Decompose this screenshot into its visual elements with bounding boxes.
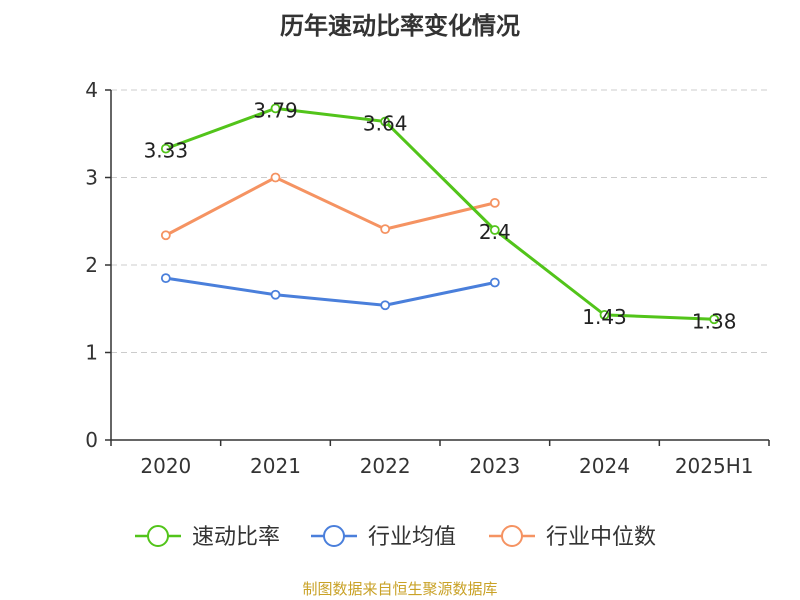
data-point [489, 277, 500, 288]
y-tick-label: 4 [85, 78, 98, 102]
data-point [160, 143, 171, 154]
data-point [270, 172, 281, 183]
data-point [160, 273, 171, 284]
x-tick-label: 2025H1 [675, 454, 754, 478]
data-label: 3.33 [144, 139, 189, 163]
legend-label: 行业均值 [368, 525, 456, 550]
legend-marker [501, 525, 523, 547]
y-tick-label: 1 [85, 341, 98, 365]
legend-marker [147, 525, 169, 547]
y-tick-label: 0 [85, 428, 98, 452]
data-point [380, 224, 391, 235]
series-line [165, 276, 496, 307]
data-label: 2.4 [479, 220, 511, 244]
data-point [160, 230, 171, 241]
x-tick-label: 2024 [579, 454, 630, 478]
chart-title: 历年速动比率变化情况 [280, 12, 520, 40]
x-tick-label: 2022 [360, 454, 411, 478]
legend-label: 速动比率 [192, 525, 280, 550]
data-label: 3.64 [363, 112, 408, 136]
data-label: 3.79 [253, 98, 298, 122]
data-point [489, 197, 500, 208]
data-point [270, 103, 281, 114]
data-point [380, 300, 391, 311]
legend-label: 行业中位数 [546, 525, 656, 550]
x-tick-label: 2023 [469, 454, 520, 478]
x-tick-label: 2020 [140, 454, 191, 478]
data-point [380, 116, 391, 127]
data-label: 1.38 [692, 309, 737, 333]
data-point [270, 289, 281, 300]
source-note: 制图数据来自恒生聚源数据库 [302, 580, 498, 598]
data-point [489, 225, 500, 235]
x-tick-label: 2021 [250, 454, 301, 478]
y-tick-label: 3 [85, 166, 98, 190]
series-line [165, 176, 496, 237]
legend-marker [323, 525, 345, 547]
data-label: 1.43 [582, 305, 627, 329]
series-line [165, 106, 715, 321]
y-tick-label: 2 [85, 253, 98, 277]
data-point [709, 314, 720, 325]
data-point [599, 309, 610, 320]
